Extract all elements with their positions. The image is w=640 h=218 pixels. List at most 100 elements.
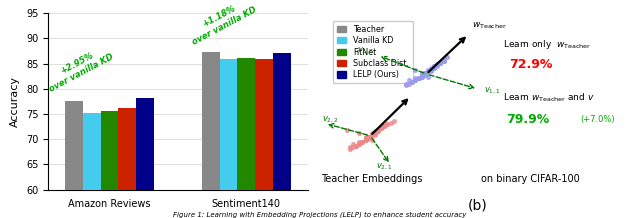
Point <box>417 73 427 77</box>
Point <box>376 126 387 129</box>
Point <box>382 123 392 126</box>
Text: $v_{1,1}$: $v_{1,1}$ <box>484 86 501 96</box>
Point <box>401 82 412 85</box>
Point <box>401 84 412 87</box>
Text: Teacher Embeddings: Teacher Embeddings <box>321 174 422 184</box>
Point <box>407 80 417 84</box>
Point <box>426 68 436 71</box>
Point <box>360 137 371 140</box>
Point <box>342 128 352 131</box>
Point <box>370 131 380 135</box>
Bar <box>237 58 255 218</box>
Point <box>420 73 430 77</box>
Point <box>429 66 439 70</box>
Point <box>435 61 445 64</box>
Point <box>379 124 389 128</box>
Point <box>429 64 439 68</box>
Point <box>351 144 362 147</box>
Point <box>438 57 449 61</box>
Text: 79.9%: 79.9% <box>506 112 549 126</box>
Text: Figure 1: Learning with Embedding Projections (LELP) to enhance student accuracy: Figure 1: Learning with Embedding Projec… <box>173 212 467 218</box>
Bar <box>255 60 273 218</box>
Text: $v_{1,2}$: $v_{1,2}$ <box>357 45 374 56</box>
Point <box>429 64 439 68</box>
Bar <box>65 101 83 218</box>
Bar <box>273 53 291 218</box>
Point <box>364 137 374 140</box>
Point <box>355 142 365 145</box>
Point <box>426 66 436 70</box>
Point <box>426 68 436 71</box>
Point <box>385 121 396 124</box>
Text: +2.95%
over vanilla KD: +2.95% over vanilla KD <box>44 43 116 93</box>
Point <box>370 133 380 137</box>
Point <box>423 75 433 78</box>
Point <box>410 68 420 71</box>
Point <box>413 77 424 80</box>
Point <box>373 128 383 131</box>
Point <box>417 73 427 77</box>
Point <box>370 131 380 135</box>
Point <box>435 61 445 64</box>
Point <box>423 70 433 73</box>
Text: (+7.0%): (+7.0%) <box>580 114 615 124</box>
Point <box>373 128 383 131</box>
Text: Learn only  $w_{\mathrm{Teacher}}$: Learn only $w_{\mathrm{Teacher}}$ <box>502 38 591 51</box>
Point <box>376 126 387 129</box>
Point <box>426 68 436 71</box>
Point <box>432 63 442 66</box>
Point <box>420 71 430 75</box>
Point <box>360 138 371 142</box>
Point <box>420 71 430 75</box>
Point <box>360 138 371 142</box>
Point <box>417 75 427 78</box>
Point <box>426 70 436 73</box>
Point <box>364 135 374 138</box>
Text: Learn $w_{\mathrm{Teacher}}$ and $v$: Learn $w_{\mathrm{Teacher}}$ and $v$ <box>502 92 595 104</box>
Y-axis label: Accuracy: Accuracy <box>10 76 20 127</box>
Point <box>388 119 399 123</box>
Point <box>360 137 371 140</box>
Point <box>373 130 383 133</box>
Bar <box>83 113 100 218</box>
Point <box>413 77 424 80</box>
Point <box>420 71 430 75</box>
Point <box>420 71 430 75</box>
Bar <box>136 98 154 218</box>
Point <box>367 133 377 137</box>
Point <box>373 130 383 133</box>
Point <box>351 144 362 147</box>
Point <box>355 140 365 144</box>
Text: on binary CIFAR-100: on binary CIFAR-100 <box>481 174 580 184</box>
Text: $w_{\mathrm{Teacher}}$: $w_{\mathrm{Teacher}}$ <box>472 20 506 31</box>
Point <box>376 126 387 129</box>
Point <box>379 124 389 128</box>
Point <box>438 59 449 63</box>
Point <box>355 142 365 145</box>
Point <box>367 131 377 135</box>
Point <box>364 135 374 138</box>
Point <box>376 126 387 129</box>
Point <box>355 131 365 135</box>
Point <box>364 135 374 138</box>
Point <box>413 77 424 80</box>
Point <box>438 59 449 63</box>
Point <box>367 138 377 142</box>
Bar <box>220 59 237 218</box>
Point <box>379 124 389 128</box>
Text: $v_{2,2}$: $v_{2,2}$ <box>322 115 339 125</box>
Point <box>432 63 442 66</box>
Text: $v_{2,1}$: $v_{2,1}$ <box>376 162 393 172</box>
Bar <box>118 108 136 218</box>
Point <box>417 71 427 75</box>
Text: +1.18%
over vanilla KD: +1.18% over vanilla KD <box>186 0 258 46</box>
Point <box>404 78 414 82</box>
Point <box>360 135 371 138</box>
Point <box>407 80 417 84</box>
Point <box>348 142 358 145</box>
Bar <box>202 53 220 218</box>
Point <box>357 140 367 144</box>
Point <box>345 146 355 149</box>
Point <box>370 131 380 135</box>
Point <box>404 82 414 85</box>
